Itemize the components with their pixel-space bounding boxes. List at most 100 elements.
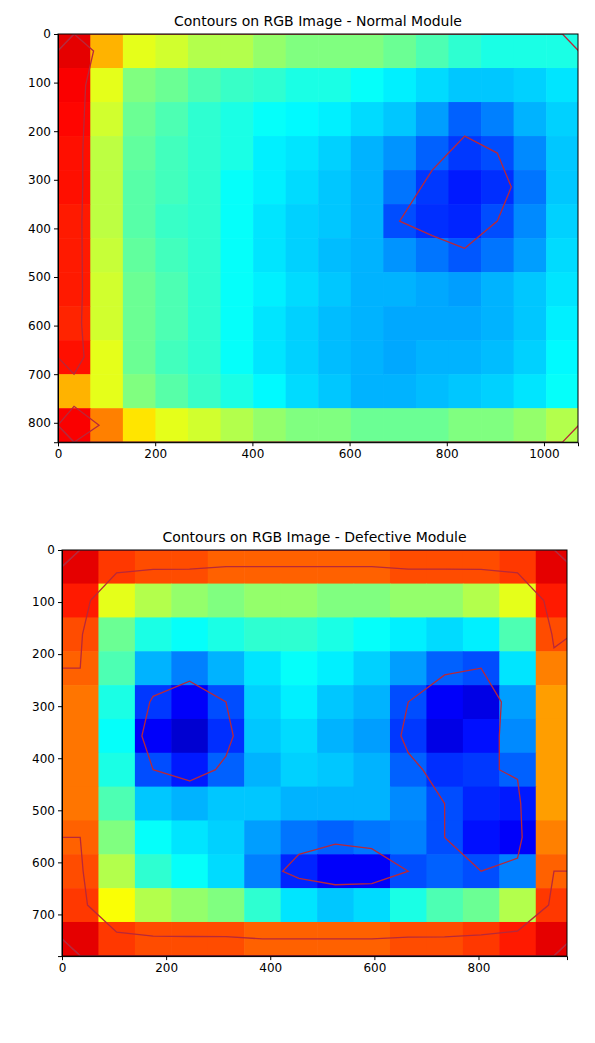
heat-cell <box>244 753 281 787</box>
heat-cell <box>463 550 500 584</box>
heat-cell <box>448 272 481 307</box>
heat-cell <box>171 820 208 854</box>
heat-cell <box>463 617 500 651</box>
heat-cell <box>318 136 351 171</box>
heat-cell <box>318 204 351 239</box>
heat-cell <box>135 888 172 922</box>
y-tick: 400 <box>28 222 58 236</box>
heat-cell <box>221 102 254 137</box>
heat-cell <box>351 136 384 171</box>
heat-cell <box>463 719 500 753</box>
heat-cell <box>62 922 99 956</box>
y-tick: 100 <box>32 595 62 609</box>
heat-cell <box>426 685 463 719</box>
x-tick: 1000 <box>529 442 560 461</box>
heat-cell <box>123 102 156 137</box>
heat-cell <box>514 272 547 307</box>
heat-cell <box>221 204 254 239</box>
heat-cell <box>536 550 567 584</box>
heat-cell <box>98 787 135 821</box>
heat-cell <box>62 854 99 888</box>
heat-cell <box>514 408 547 442</box>
heat-cell <box>123 340 156 375</box>
x-tick-label: 400 <box>259 961 282 975</box>
x-tick-mark <box>478 956 479 960</box>
title: Contours on RGB Image - Normal Module <box>174 13 462 29</box>
heat-cell <box>463 888 500 922</box>
heat-cell <box>221 34 254 69</box>
heat-cell <box>354 719 391 753</box>
y-tick-mark <box>54 277 58 278</box>
heat-cell <box>426 888 463 922</box>
heat-cell <box>317 854 354 888</box>
heat-cell <box>351 170 384 205</box>
heat-cell <box>416 34 449 69</box>
heat-cell <box>281 854 318 888</box>
heat-cell <box>383 272 416 307</box>
heat-cell <box>155 170 188 205</box>
heat-cell <box>416 374 449 409</box>
heat-cell <box>244 719 281 753</box>
heat-cell <box>426 753 463 787</box>
y-tick: 600 <box>32 856 62 870</box>
heat-cell <box>123 34 156 69</box>
heat-cell <box>426 719 463 753</box>
heat-cell <box>514 204 547 239</box>
x-tick-mark <box>374 956 375 960</box>
heat-cell <box>98 888 135 922</box>
heat-cell <box>351 306 384 341</box>
heat-cell <box>62 685 99 719</box>
contour <box>58 34 578 442</box>
y-tick-label: 200 <box>32 647 55 661</box>
heat-cell <box>244 651 281 685</box>
heat-cell <box>481 340 514 375</box>
heat-cell <box>351 34 384 69</box>
heat-cell <box>546 306 578 341</box>
heat-cell <box>155 204 188 239</box>
heat-cell <box>463 584 500 618</box>
heat-cell <box>281 719 318 753</box>
heat-cell <box>208 719 245 753</box>
heat-cell <box>390 584 427 618</box>
heat-cell <box>90 68 123 103</box>
heat-cell <box>98 854 135 888</box>
y-tick-label: 100 <box>32 595 55 609</box>
heat-cell <box>383 102 416 137</box>
y-tick-mark <box>58 862 62 863</box>
x-tick-label: 600 <box>339 447 362 461</box>
heat-cell <box>514 34 547 69</box>
y-axis-line <box>58 551 63 957</box>
heat-cell <box>208 922 245 956</box>
heat-cell <box>135 922 172 956</box>
heat-cell <box>286 102 319 137</box>
heat-cell <box>426 584 463 618</box>
y-tick-mark <box>54 326 58 327</box>
heat-cell <box>171 584 208 618</box>
heat-cell <box>536 820 567 854</box>
heat-cell <box>208 617 245 651</box>
heat-cell <box>318 408 351 442</box>
heat-cell <box>416 136 449 171</box>
heat-cell <box>426 854 463 888</box>
heat-cell <box>188 408 221 442</box>
heat-cell <box>155 68 188 103</box>
heat-cell <box>171 685 208 719</box>
x-axis: 02004006008001000 <box>55 442 579 461</box>
heat-cell <box>58 238 91 273</box>
heat-cell <box>536 922 567 956</box>
y-tick: 400 <box>32 752 62 766</box>
heat-cell <box>253 34 286 69</box>
heat-cell <box>317 651 354 685</box>
heat-cell <box>58 272 91 307</box>
y-tick-label: 400 <box>32 752 55 766</box>
heat-cell <box>62 719 99 753</box>
heat-cell <box>244 787 281 821</box>
heat-cell <box>317 787 354 821</box>
heat-cell <box>221 408 254 442</box>
x-tick: 400 <box>259 956 282 975</box>
heat-cell <box>536 888 567 922</box>
heat-cell <box>546 102 578 137</box>
heat-cell <box>351 204 384 239</box>
heat-cell <box>481 34 514 69</box>
heat-cell <box>390 820 427 854</box>
